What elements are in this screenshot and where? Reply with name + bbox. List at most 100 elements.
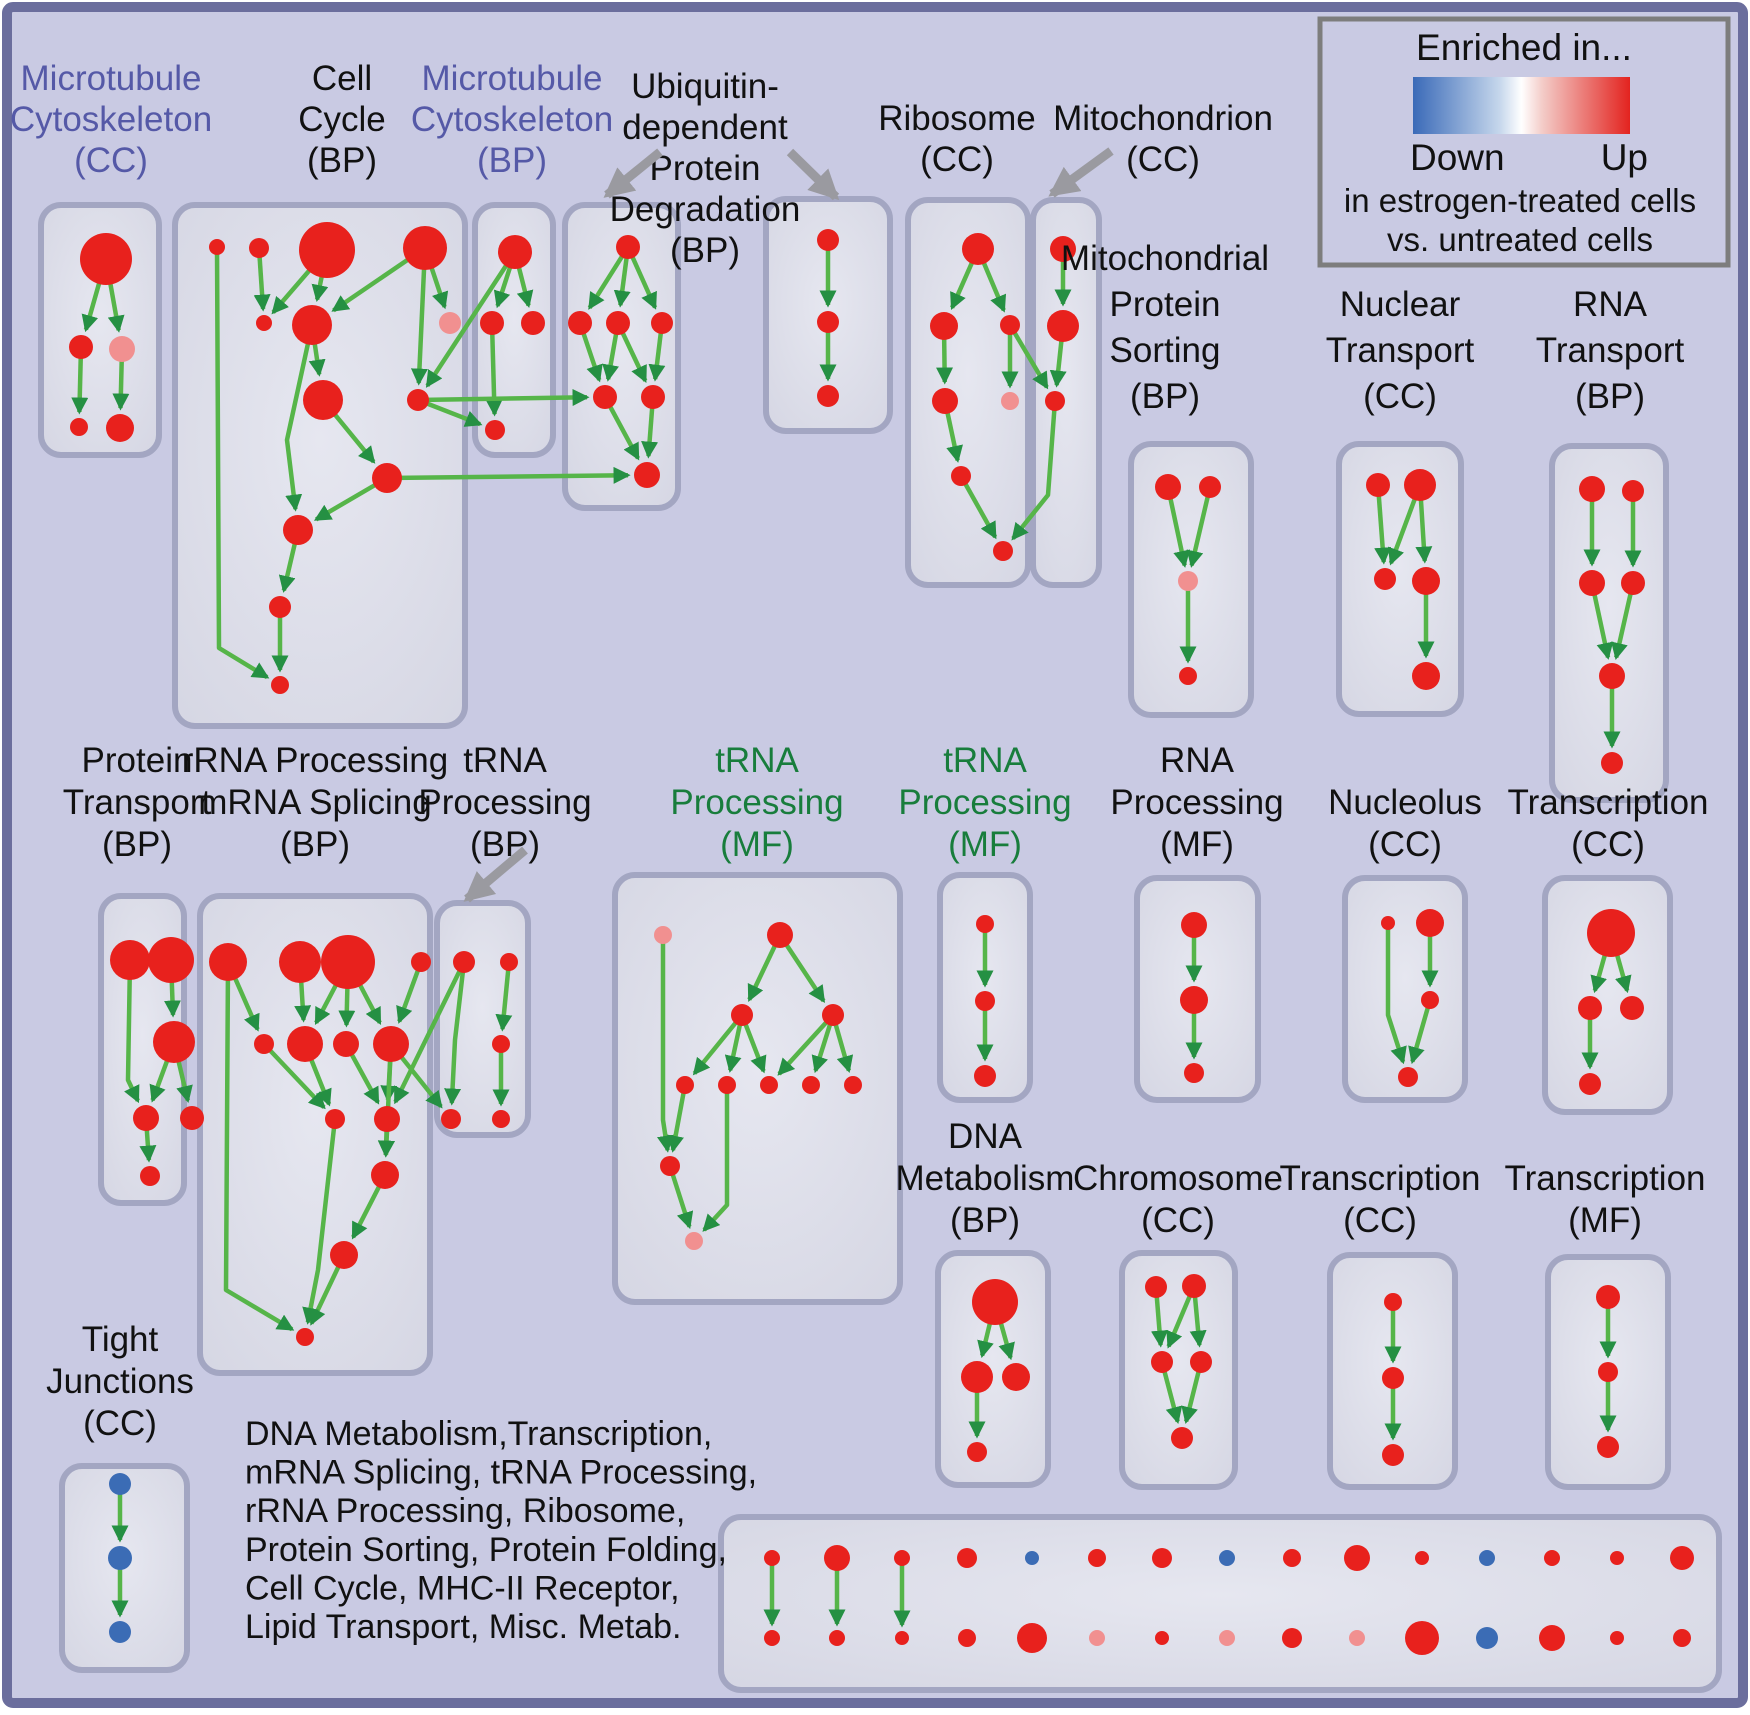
go-term-node-chromosome-e	[1171, 1427, 1193, 1449]
edge-arrow	[123, 959, 140, 1104]
go-term-node-cell-cycle-n9	[407, 389, 429, 411]
go-term-node-protein-transport-n3	[153, 1021, 195, 1063]
cluster-label-rna-transport: RNA	[1573, 285, 1648, 324]
strip-node-bottom-12	[1539, 1625, 1565, 1651]
cluster-label-rna-transport: (BP)	[1575, 377, 1645, 416]
cluster-label-mitochondrion: Mitochondrion	[1053, 99, 1273, 138]
edge-arrow	[302, 1118, 338, 1325]
go-term-node-transcription-cc-row2-bg	[1587, 909, 1635, 957]
misc-categories-text: Cell Cycle, MHC-II Receptor,	[245, 1569, 680, 1607]
go-term-node-ubiquitin-degradation-2-u3	[817, 385, 839, 407]
go-term-node-rrna-processing-mrna-splicing-m1	[254, 1034, 274, 1054]
edge-arrow	[396, 961, 424, 1024]
go-term-node-microtubule-cytoskeleton-cc-b	[69, 335, 93, 359]
misc-categories-text: rRNA Processing, Ribosome,	[245, 1492, 685, 1530]
go-term-node-nucleolus-s	[1381, 916, 1395, 930]
edge-arrow	[777, 1013, 835, 1076]
cluster-label-rna-processing-mf: RNA	[1160, 741, 1235, 780]
go-term-node-cell-cycle-n13	[271, 676, 289, 694]
edge-arrow	[417, 397, 483, 427]
legend-subtitle-2: vs. untreated cells	[1387, 221, 1653, 258]
cluster-label-trna-processing-bp: tRNA	[463, 741, 547, 780]
cluster-label-trna-processing-mf-1: Processing	[670, 783, 843, 822]
labels-layer: MicrotubuleCytoskeleton(CC)CellCycle(BP)…	[10, 16, 1731, 1646]
edge-arrow	[1008, 323, 1049, 390]
pointer-arrow-icon	[786, 148, 840, 201]
edge-arrow	[410, 247, 428, 386]
cluster-label-protein-transport: (BP)	[102, 825, 172, 864]
go-term-node-nuclear-transport-D	[1412, 567, 1440, 595]
go-term-node-rna-transport-E	[1599, 663, 1625, 689]
strip-node-bottom-2	[895, 1631, 909, 1645]
go-term-node-protein-transport-n4	[133, 1105, 159, 1131]
go-term-node-nuclear-transport-E	[1412, 662, 1440, 690]
cluster-label-protein-transport: Transport	[63, 783, 212, 822]
edge-arrow	[1374, 484, 1392, 565]
go-term-node-mitochondrial-protein-sorting-P	[1178, 571, 1198, 591]
go-term-node-trna-processing-mf-1-r3	[760, 1076, 778, 1094]
go-term-node-cell-cycle-n8	[303, 380, 343, 420]
cluster-label-trna-processing-mf-1: tRNA	[715, 741, 799, 780]
go-term-node-ubiquitin-degradation-a	[568, 311, 592, 335]
go-term-node-trna-processing-mf-1-r4	[802, 1076, 820, 1094]
cluster-label-chromosome: Chromosome	[1073, 1159, 1283, 1198]
edge-arrow	[667, 1165, 694, 1230]
strip-node-top-13	[1610, 1551, 1624, 1565]
go-term-node-transcription-mf-z3	[1597, 1436, 1619, 1458]
cluster-box-dna-metabolism	[935, 1250, 1051, 1488]
edge-arrow	[1611, 582, 1636, 660]
go-term-node-microtubule-cytoskeleton-bp-R	[521, 311, 545, 335]
go-term-node-protein-transport-n2	[148, 937, 194, 983]
strip-node-bottom-13	[1610, 1631, 1624, 1645]
go-term-node-rrna-processing-mrna-splicing-t3	[321, 935, 375, 989]
go-term-node-ubiquitin-degradation-f	[634, 462, 660, 488]
go-term-node-mitochondrial-protein-sorting-B	[1199, 476, 1221, 498]
legend-title: Enriched in...	[1416, 27, 1632, 68]
cluster-label-mitochondrial-protein-sorting: Protein	[1110, 285, 1221, 324]
edge-arrow	[1385, 923, 1407, 1065]
cluster-label-cell-cycle: Cell	[312, 59, 372, 98]
cluster-label-rrna-processing-mrna-splicing: rRNA Processing	[182, 741, 448, 780]
edge-arrow	[393, 961, 467, 1105]
go-term-node-dna-metabolism-L	[961, 1361, 993, 1393]
nodes-layer	[69, 222, 1694, 1655]
go-term-node-trna-processing-bp-T2	[500, 953, 518, 971]
go-term-node-rrna-processing-mrna-splicing-b2	[374, 1106, 400, 1132]
go-term-node-tight-junctions-j2	[108, 1546, 132, 1570]
cluster-label-mitochondrial-protein-sorting: (BP)	[1130, 377, 1200, 416]
cluster-label-microtubule-cytoskeleton-cc: Cytoskeleton	[10, 100, 212, 139]
edge-arrow	[223, 961, 295, 1332]
strip-node-bottom-7	[1219, 1630, 1235, 1646]
go-term-node-transcription-cc-row3-v2	[1382, 1367, 1404, 1389]
strip-node-top-6	[1152, 1548, 1172, 1568]
strip-node-top-2	[894, 1550, 910, 1566]
go-term-node-rrna-processing-mrna-splicing-g	[371, 1161, 399, 1189]
go-term-node-ubiquitin-degradation-2-u1	[817, 229, 839, 251]
misc-categories-text: DNA Metabolism,Transcription,	[245, 1415, 712, 1453]
cluster-label-trna-processing-mf-1: (MF)	[720, 825, 794, 864]
go-term-node-trna-processing-bp-B1	[441, 1109, 461, 1129]
strip-node-bottom-14	[1673, 1629, 1691, 1647]
strip-node-top-11	[1479, 1550, 1495, 1566]
go-term-node-rna-processing-mf-w3	[1184, 1063, 1204, 1083]
strip-node-top-3	[957, 1548, 977, 1568]
go-term-node-rrna-processing-mrna-splicing-m4	[373, 1026, 409, 1062]
go-term-node-ubiquitin-degradation-d	[593, 385, 617, 409]
go-term-node-microtubule-cytoskeleton-bp-L	[480, 311, 504, 335]
cluster-label-nuclear-transport: (CC)	[1363, 377, 1437, 416]
go-term-node-microtubule-cytoskeleton-bp-B	[485, 420, 505, 440]
go-term-node-rrna-processing-mrna-splicing-m2	[287, 1026, 323, 1062]
strip-node-top-7	[1219, 1550, 1235, 1566]
go-term-node-rrna-processing-mrna-splicing-t2	[279, 941, 321, 983]
go-term-node-trna-processing-mf-1-r5	[844, 1076, 862, 1094]
go-term-node-cell-cycle-c1	[209, 239, 225, 255]
cluster-label-microtubule-cytoskeleton-cc: (CC)	[74, 141, 148, 180]
strip-node-top-12	[1544, 1550, 1560, 1566]
edge-arrow	[667, 1084, 688, 1153]
edge-arrow	[284, 324, 315, 512]
strip-node-top-8	[1283, 1549, 1301, 1567]
strip-node-top-0	[764, 1550, 780, 1566]
strip-node-top-4	[1025, 1551, 1039, 1565]
edge-arrow	[417, 389, 590, 407]
strip-node-bottom-11	[1476, 1627, 1498, 1649]
